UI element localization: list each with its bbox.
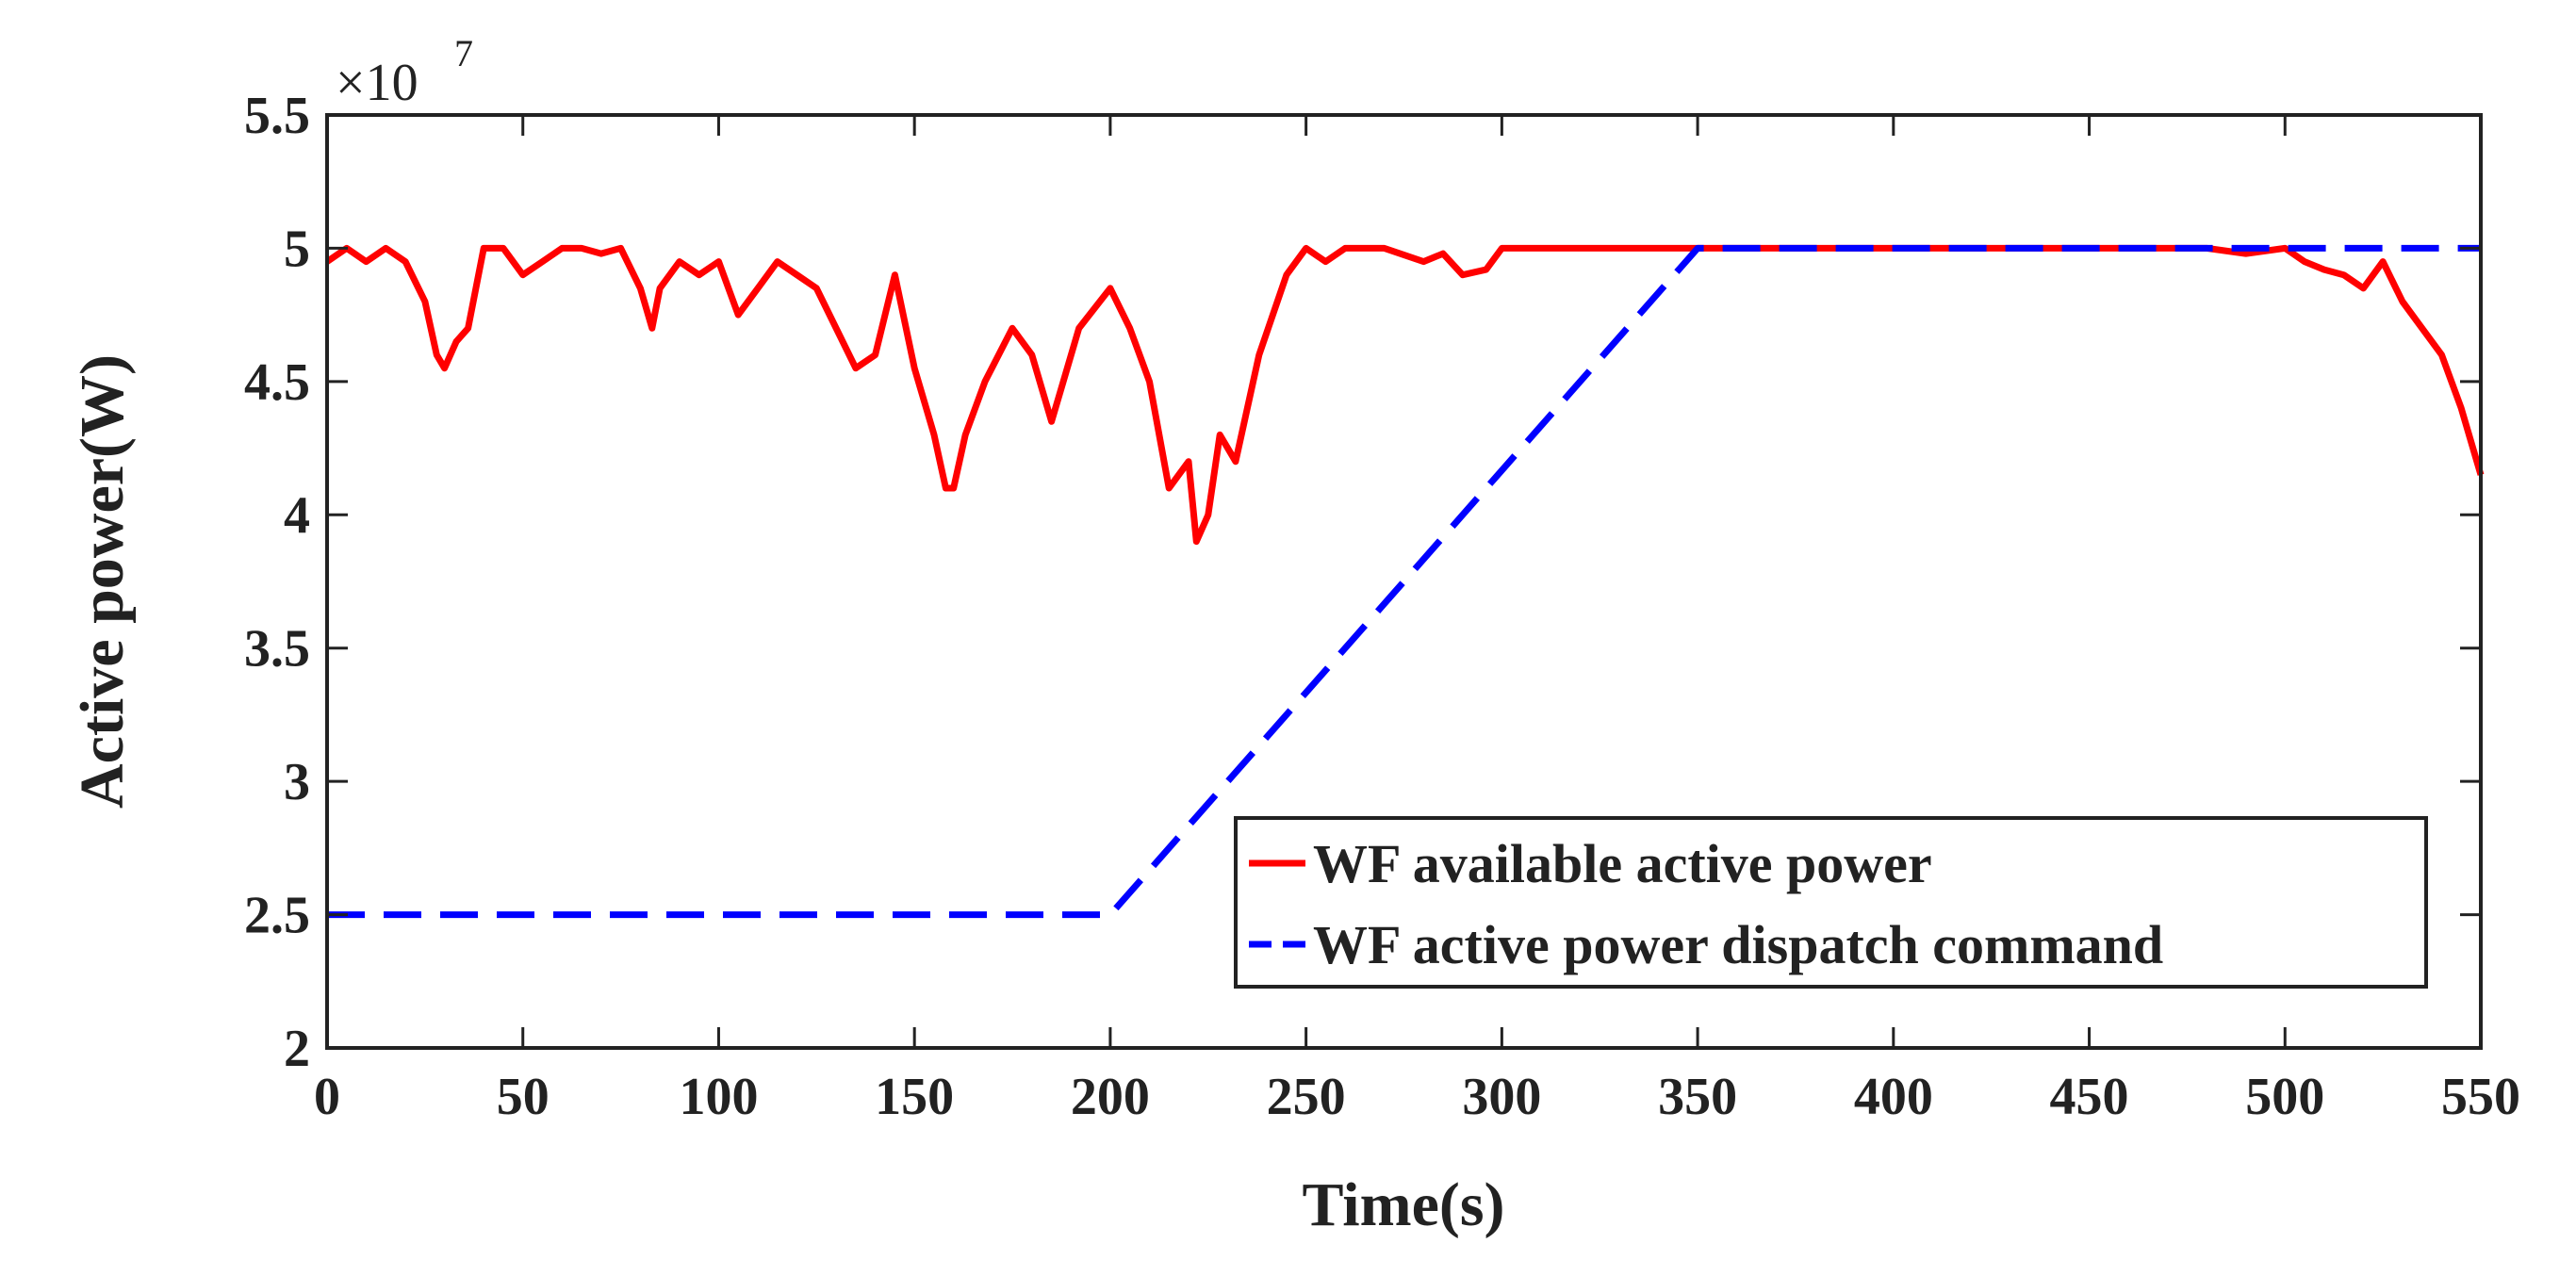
legend: WF available active power WF active powe…: [1234, 816, 2428, 989]
series-layer: [325, 244, 2485, 919]
x-tick-label-10: 500: [2245, 1068, 2324, 1126]
x-tick-label-8: 400: [1854, 1068, 1933, 1126]
series-line-dispatch-command: [327, 244, 2481, 919]
y-tick-labels: 2 2.5 3 3.5 4 4.5 5 5.5: [244, 87, 310, 1078]
x-tick-label-9: 450: [2050, 1068, 2129, 1126]
y-multiplier-exponent: 7: [454, 32, 473, 74]
x-tick-label-4: 200: [1071, 1068, 1150, 1126]
y-tick-label-4: 4: [284, 486, 310, 545]
plot-frame: [325, 113, 2483, 1050]
x-tick-label-5: 250: [1267, 1068, 1346, 1126]
x-axis-title: Time(s): [1302, 1170, 1504, 1239]
legend-label-dispatch-command: WF active power dispatch command: [1313, 914, 2163, 975]
y-tick-label-1: 2.5: [244, 887, 310, 945]
x-tick-label-3: 150: [875, 1068, 954, 1126]
x-tick-label-1: 50: [497, 1068, 550, 1126]
legend-box: [1234, 816, 2428, 989]
x-tick-label-2: 100: [679, 1068, 758, 1126]
y-tick-label-5: 4.5: [244, 353, 310, 412]
x-tick-label-6: 300: [1462, 1068, 1541, 1126]
y-axis-title: Active power(W): [68, 354, 137, 809]
x-tick-labels: 0 50 100 150 200 250 300 350 400 450 500 550: [314, 1068, 2520, 1126]
y-multiplier-label: ×10: [336, 54, 418, 112]
legend-label-available-power: WF available active power: [1313, 833, 1932, 894]
x-tick-label-7: 350: [1658, 1068, 1737, 1126]
y-tick-label-2: 3: [284, 753, 310, 811]
y-tick-label-7: 5.5: [244, 87, 310, 145]
y-tick-label-0: 2: [284, 1020, 310, 1078]
y-tick-label-3: 3.5: [244, 620, 310, 679]
x-tick-label-11: 550: [2441, 1068, 2520, 1126]
y-tick-label-6: 5: [284, 220, 310, 278]
x-tick-label-0: 0: [314, 1068, 340, 1126]
